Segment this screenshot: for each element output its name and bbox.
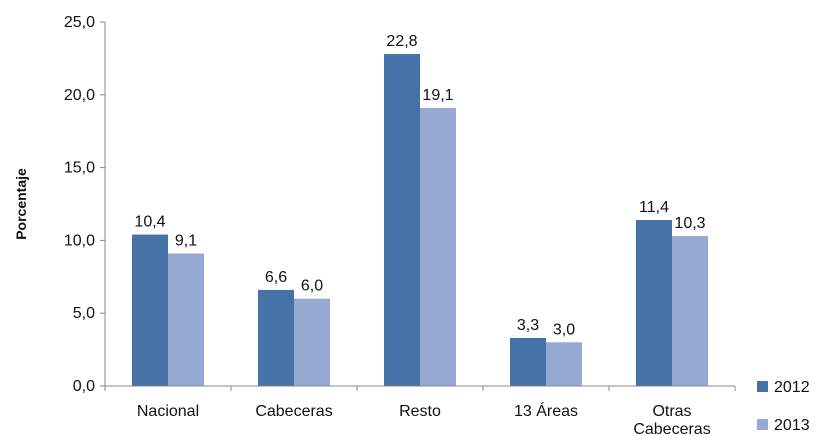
bar-2013-0 (168, 253, 204, 386)
data-label: 6,6 (265, 269, 287, 286)
y-axis: 0,0 5,0 10,0 15,0 20,0 25,0 (64, 14, 106, 395)
bar-2013-4 (672, 236, 708, 386)
y-tick-label: 20,0 (64, 87, 95, 104)
data-label: 3,0 (553, 321, 575, 338)
bar-2012-2 (384, 54, 420, 386)
y-tick-label: 10,0 (64, 232, 95, 249)
x-tick-label: Otras Cabeceras (633, 403, 710, 436)
x-tick-label: Nacional (137, 403, 199, 420)
y-tick-label: 25,0 (64, 14, 95, 31)
bar-2012-3 (510, 337, 546, 386)
bar-2012-1 (258, 289, 294, 386)
x-tick-label: Resto (399, 403, 441, 420)
legend: 2012 2013 (757, 379, 810, 434)
data-labels: 10,4 6,6 22,8 3,3 11,4 9,1 6,0 19,1 3,0 10,3 (134, 33, 705, 338)
data-label: 22,8 (386, 33, 417, 50)
legend-label: 2012 (774, 379, 810, 396)
bar-2013-1 (294, 298, 330, 386)
y-tick-label: 5,0 (73, 305, 95, 322)
bar-2012-0 (132, 234, 168, 386)
data-label: 3,3 (517, 317, 539, 334)
y-axis-title: Porcentaje (13, 168, 29, 240)
data-label: 9,1 (175, 233, 197, 250)
bars (132, 54, 708, 387)
bar-2013-2 (420, 107, 456, 387)
x-axis: Nacional Cabeceras Resto 13 Áreas Otras Cabec… (104, 385, 736, 436)
data-label: 10,4 (134, 214, 165, 231)
y-tick-label: 0,0 (73, 378, 95, 395)
data-label: 19,1 (422, 87, 453, 104)
data-label: 11,4 (639, 199, 669, 216)
x-tick-label: 13 Áreas (514, 401, 578, 420)
legend-label: 2013 (774, 417, 810, 434)
bar-2013-3 (546, 342, 582, 386)
data-label: 6,0 (301, 278, 323, 295)
legend-swatch (757, 381, 768, 392)
y-tick-label: 15,0 (64, 160, 95, 177)
bar-2012-4 (636, 220, 672, 386)
legend-swatch (757, 419, 768, 430)
data-label: 10,3 (674, 215, 705, 232)
x-tick-label: Cabeceras (255, 403, 332, 420)
